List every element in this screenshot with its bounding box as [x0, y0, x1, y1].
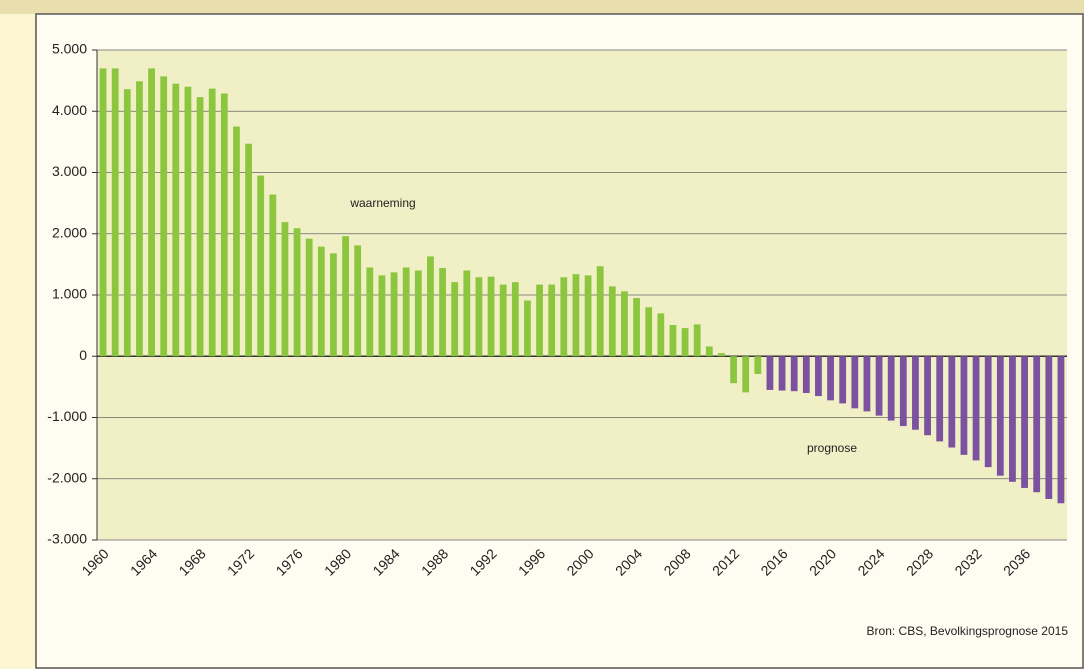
- bar: [560, 277, 568, 357]
- bar: [948, 356, 956, 448]
- bar: [1009, 356, 1016, 482]
- bar: [536, 284, 543, 357]
- bar: [1057, 356, 1065, 504]
- bar: [572, 274, 580, 357]
- bar: [111, 68, 119, 357]
- y-tick-label: 2.000: [52, 224, 87, 240]
- bar: [366, 267, 374, 357]
- bar: [257, 175, 265, 357]
- bar: [305, 238, 313, 357]
- bar: [269, 194, 277, 357]
- bar: [1033, 356, 1041, 493]
- bar: [912, 356, 919, 430]
- bar: [439, 268, 446, 357]
- bar: [245, 143, 252, 357]
- bar: [645, 307, 653, 357]
- bar: [693, 324, 701, 357]
- bar: [742, 356, 750, 393]
- bar: [621, 291, 628, 357]
- bar: [342, 236, 349, 357]
- y-tick-label: 3.000: [52, 163, 87, 179]
- bar: [196, 97, 204, 357]
- bar: [596, 266, 604, 357]
- bar: [584, 275, 592, 357]
- bar: [148, 68, 155, 357]
- bar: [390, 272, 398, 357]
- bar: [1021, 356, 1028, 488]
- bar: [851, 356, 859, 409]
- y-tick-label: 0: [79, 347, 87, 363]
- bar: [160, 76, 168, 357]
- bar: [475, 277, 483, 357]
- bar: [657, 313, 665, 357]
- bar: [293, 228, 301, 357]
- top-strip: [0, 0, 1084, 14]
- bar: [99, 68, 107, 357]
- y-tick-label: 1.000: [52, 286, 87, 302]
- bar: [802, 356, 810, 393]
- bar: [136, 81, 143, 357]
- y-tick-label: 5.000: [52, 41, 87, 57]
- bar: [827, 356, 834, 401]
- y-tick-label: 4.000: [52, 102, 87, 118]
- bar: [924, 356, 931, 436]
- bar: [524, 300, 531, 357]
- bar: [984, 356, 992, 468]
- bar: [669, 325, 677, 357]
- bar: [730, 356, 737, 384]
- bar: [330, 253, 337, 357]
- source: Bron: CBS, Bevolkingsprognose 2015: [867, 624, 1069, 638]
- series-label: prognose: [807, 441, 857, 455]
- bar: [233, 126, 240, 357]
- bar: [972, 356, 980, 461]
- bar: [487, 276, 495, 357]
- y-tick-label: -2.000: [47, 469, 87, 485]
- bar: [378, 275, 386, 357]
- series-label: waarneming: [349, 196, 415, 210]
- y-tick-label: -1.000: [47, 408, 87, 424]
- bar: [815, 356, 822, 397]
- bar: [778, 356, 786, 391]
- bar: [208, 88, 216, 357]
- bar: [281, 222, 289, 357]
- bar: [220, 93, 228, 357]
- bar: [863, 356, 871, 412]
- bar: [402, 267, 410, 357]
- bar: [936, 356, 944, 442]
- bar: [705, 346, 713, 357]
- bar: [499, 284, 507, 357]
- bar: [172, 83, 180, 357]
- bar: [681, 328, 689, 357]
- bar: [427, 256, 434, 357]
- bar: [633, 298, 640, 357]
- bar: [463, 270, 471, 357]
- bar: [875, 356, 883, 416]
- bar: [608, 286, 616, 357]
- bar: [414, 270, 422, 357]
- bar: [511, 282, 519, 357]
- bar: [766, 356, 774, 390]
- bar: [754, 356, 762, 375]
- bar: [887, 356, 895, 421]
- bar: [1045, 356, 1053, 499]
- bar: [184, 86, 192, 357]
- bar: [996, 356, 1004, 476]
- bar: [718, 353, 725, 357]
- bar: [123, 89, 131, 357]
- bar: [839, 356, 847, 404]
- bar: [960, 356, 968, 455]
- bar: [354, 245, 362, 357]
- bar: [451, 282, 459, 357]
- y-tick-label: -3.000: [47, 531, 87, 547]
- bar: [317, 246, 325, 357]
- bar: [899, 356, 907, 427]
- bar: [790, 356, 798, 392]
- bar: [548, 284, 556, 357]
